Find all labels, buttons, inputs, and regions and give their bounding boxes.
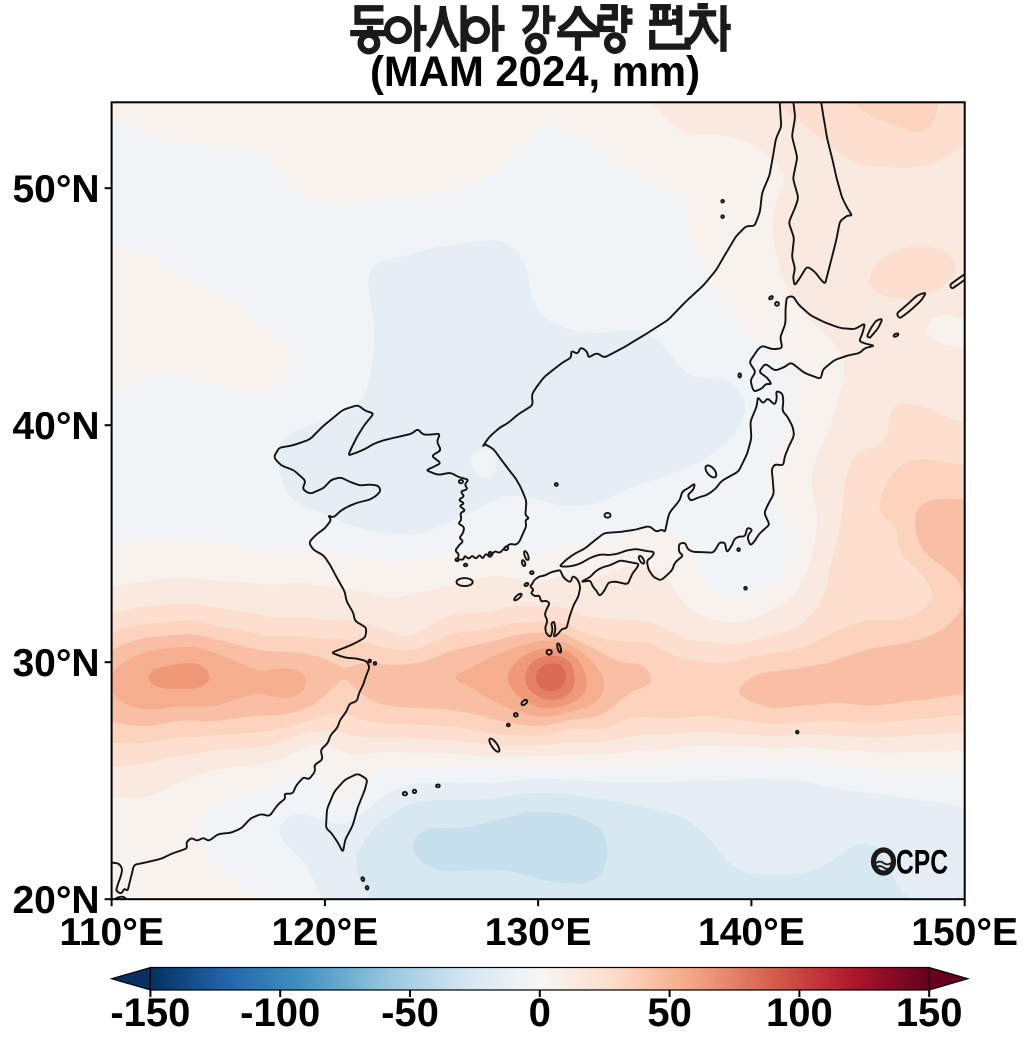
svg-text:-50: -50 <box>381 991 439 1035</box>
svg-text:CPC: CPC <box>896 844 948 882</box>
svg-text:-100: -100 <box>240 991 320 1035</box>
svg-text:150: 150 <box>896 991 963 1035</box>
svg-text:50: 50 <box>647 991 692 1035</box>
svg-text:20°N: 20°N <box>12 879 99 922</box>
svg-text:100: 100 <box>766 991 833 1035</box>
svg-text:50°N: 50°N <box>12 168 99 211</box>
svg-text:130°E: 130°E <box>485 911 592 954</box>
svg-text:120°E: 120°E <box>272 911 379 954</box>
svg-text:0: 0 <box>529 991 551 1035</box>
svg-text:150°E: 150°E <box>911 911 1018 954</box>
svg-text:30°N: 30°N <box>12 642 99 685</box>
svg-text:110°E: 110°E <box>59 911 164 954</box>
svg-text:140°E: 140°E <box>698 911 805 954</box>
svg-text:40°N: 40°N <box>12 405 99 448</box>
svg-text:-150: -150 <box>110 991 190 1035</box>
svg-text:(MAM 2024, mm): (MAM 2024, mm) <box>370 48 700 96</box>
